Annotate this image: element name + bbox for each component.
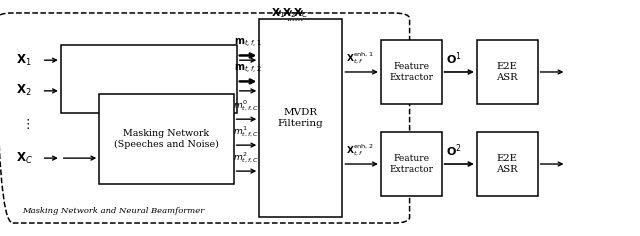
Text: $\mathbf{X}^{\mathrm{enh},1}_{t,f}$: $\mathbf{X}^{\mathrm{enh},1}_{t,f}$	[346, 51, 373, 66]
Bar	[381, 40, 442, 104]
Text: MVDR
Filtering: MVDR Filtering	[278, 108, 324, 128]
Text: ......: ......	[286, 14, 303, 23]
Text: $\vdots$: $\vdots$	[21, 118, 30, 131]
Text: $\mathbf{X}_C$: $\mathbf{X}_C$	[16, 151, 33, 166]
Text: $\mathbf{m}_{t,f,2}$: $\mathbf{m}_{t,f,2}$	[234, 62, 262, 76]
Text: $\mathbf{O}^2$: $\mathbf{O}^2$	[446, 143, 462, 159]
Text: Masking Network
(Speeches and Noise): Masking Network (Speeches and Noise)	[114, 130, 219, 149]
Text: Feature
Extractor: Feature Extractor	[389, 154, 433, 174]
Text: $\mathbf{m}_{t,f,1}$: $\mathbf{m}_{t,f,1}$	[234, 36, 262, 50]
Text: E2E
ASR: E2E ASR	[497, 154, 518, 174]
Bar	[259, 19, 342, 217]
Text: Feature
Extractor: Feature Extractor	[389, 62, 433, 82]
Text: $\mathbf{X}_2$: $\mathbf{X}_2$	[282, 6, 296, 20]
Text: $\mathbf{X}_C$: $\mathbf{X}_C$	[292, 6, 308, 20]
Bar	[477, 132, 538, 196]
Text: $\mathbf{O}^1$: $\mathbf{O}^1$	[446, 51, 462, 67]
Text: $\mathbf{X}_1$: $\mathbf{X}_1$	[16, 53, 31, 68]
Text: Masking Network and Neural Beamformer: Masking Network and Neural Beamformer	[22, 207, 205, 215]
Bar	[477, 40, 538, 104]
Bar	[61, 45, 237, 113]
Text: $\mathbf{X}_1$: $\mathbf{X}_1$	[271, 6, 285, 20]
Bar	[99, 94, 234, 184]
Text: $\mathbf{X}^{\mathrm{enh},2}_{t,f}$: $\mathbf{X}^{\mathrm{enh},2}_{t,f}$	[346, 143, 373, 158]
Text: $\mathbf{X}_2$: $\mathbf{X}_2$	[16, 83, 31, 98]
Text: E2E
ASR: E2E ASR	[497, 62, 518, 82]
Bar	[381, 132, 442, 196]
Text: $m^2_{t,f,C}$: $m^2_{t,f,C}$	[233, 151, 260, 165]
Text: $m^1_{t,f,C}$: $m^1_{t,f,C}$	[233, 125, 260, 139]
Text: $m^0_{t,f,C}$: $m^0_{t,f,C}$	[233, 99, 260, 113]
